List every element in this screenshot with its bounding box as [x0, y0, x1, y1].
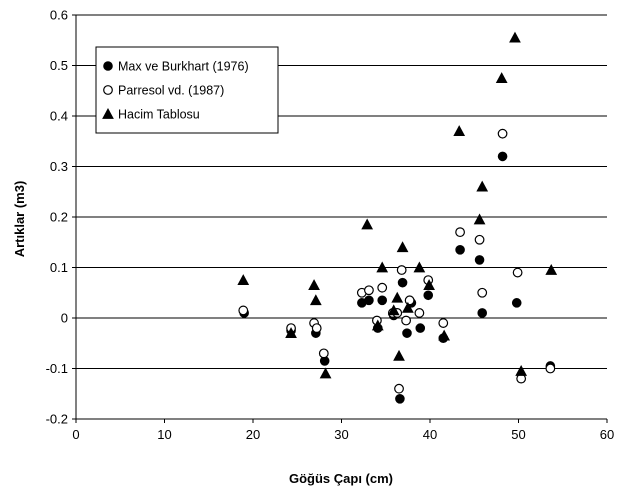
- y-tick-label: 0.2: [50, 210, 68, 225]
- x-tick-label: 60: [600, 427, 614, 442]
- legend: Max ve Burkhart (1976) Parresol vd. (1987…: [95, 46, 279, 134]
- data-point: [404, 295, 415, 306]
- y-tick-label: 0.6: [50, 8, 68, 23]
- data-point: [396, 241, 409, 253]
- x-axis-title: Göğüs Çapı (cm): [289, 471, 393, 486]
- x-tick-label: 50: [511, 427, 525, 442]
- data-point: [401, 315, 412, 326]
- legend-marker: [102, 107, 114, 119]
- data-point: [477, 287, 488, 298]
- y-tick-label: 0.3: [50, 159, 68, 174]
- x-tick-label: 40: [423, 427, 437, 442]
- legend-marker: [103, 85, 113, 95]
- data-point: [318, 348, 329, 359]
- y-tick-label: 0.4: [50, 109, 68, 124]
- data-point: [509, 31, 521, 43]
- data-point: [285, 327, 297, 338]
- data-point: [387, 304, 400, 316]
- series-2: [238, 128, 556, 394]
- data-point: [512, 267, 523, 278]
- data-point: [415, 323, 426, 333]
- y-axis-title: Artıklar (m3): [12, 181, 27, 258]
- series-3: [237, 31, 558, 379]
- legend-label: Hacim Tablosu: [118, 108, 200, 122]
- data-point: [414, 308, 425, 318]
- data-point: [455, 227, 465, 238]
- data-point: [438, 329, 451, 341]
- x-tick-label: 30: [334, 427, 348, 442]
- data-point: [397, 277, 408, 288]
- x-tick-label: 10: [157, 427, 171, 442]
- data-point: [453, 125, 466, 136]
- y-tick-label: 0: [61, 311, 68, 326]
- legend-label: Parresol vd. (1987): [118, 84, 224, 98]
- data-point: [238, 305, 249, 316]
- data-point: [377, 295, 388, 306]
- data-point: [319, 367, 332, 379]
- data-point: [495, 72, 508, 83]
- data-point: [497, 151, 508, 162]
- legend-marker: [103, 61, 113, 71]
- data-point: [423, 290, 434, 301]
- data-point: [515, 364, 528, 376]
- data-point: [477, 308, 488, 318]
- data-point: [311, 323, 322, 334]
- data-point: [473, 213, 486, 225]
- data-point: [393, 349, 405, 361]
- legend-label: Max ve Burkhart (1976): [118, 60, 249, 74]
- data-point: [364, 295, 374, 306]
- data-point: [394, 383, 404, 394]
- data-point: [497, 128, 508, 139]
- data-point: [455, 245, 465, 255]
- data-point: [474, 255, 485, 265]
- y-tick-label: 0.5: [50, 58, 68, 73]
- x-tick-label: 20: [246, 427, 260, 442]
- y-tick-label: -0.2: [46, 412, 68, 427]
- data-point: [423, 279, 435, 290]
- x-tick-labels: 0 10 20 30 40 50 60: [72, 419, 614, 442]
- data-point: [371, 319, 384, 331]
- data-point: [377, 282, 388, 293]
- data-point: [438, 318, 449, 328]
- data-point: [413, 261, 426, 273]
- data-point: [402, 301, 414, 313]
- data-point: [395, 394, 405, 404]
- data-point: [511, 298, 522, 308]
- x-tick-label: 0: [72, 427, 79, 442]
- data-markers: [237, 31, 558, 404]
- data-point: [545, 363, 556, 374]
- data-point: [545, 263, 558, 275]
- series-1: [239, 151, 556, 404]
- y-tick-label: 0.1: [50, 260, 68, 275]
- legend-box: [95, 46, 279, 134]
- data-point: [476, 180, 489, 192]
- data-point: [237, 274, 250, 285]
- data-point: [474, 234, 485, 245]
- data-point: [309, 294, 322, 306]
- data-point: [402, 328, 412, 338]
- y-tick-labels: -0.2 -0.1 0 0.1 0.2 0.3 0.4 0.5 0.6: [46, 8, 76, 427]
- data-point: [396, 265, 407, 275]
- data-point: [364, 285, 374, 296]
- data-point: [361, 218, 374, 230]
- data-point: [308, 279, 320, 290]
- data-point: [391, 291, 404, 303]
- data-point: [376, 261, 389, 273]
- y-tick-label: -0.1: [46, 361, 68, 376]
